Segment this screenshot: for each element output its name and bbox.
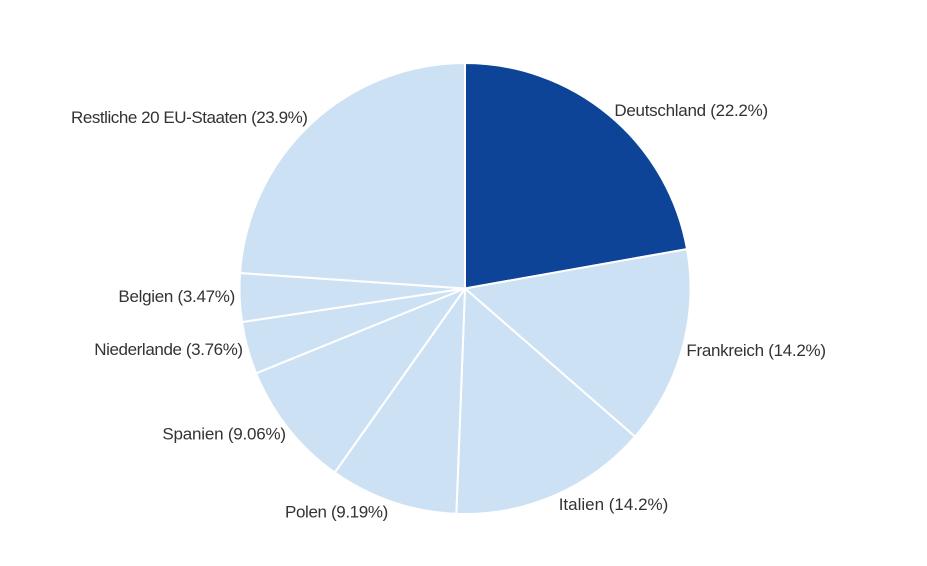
svg-text:Restliche 20 EU-Staaten (23.9%: Restliche 20 EU-Staaten (23.9%): [71, 108, 307, 127]
svg-text:Spanien (9.06%): Spanien (9.06%): [162, 425, 286, 444]
svg-text:Polen (9.19%): Polen (9.19%): [285, 503, 388, 522]
svg-text:Niederlande (3.76%): Niederlande (3.76%): [94, 340, 243, 359]
svg-text:Italien (14.2%): Italien (14.2%): [559, 495, 669, 514]
svg-text:Belgien (3.47%): Belgien (3.47%): [118, 287, 235, 306]
svg-text:Deutschland (22.2%): Deutschland (22.2%): [614, 101, 767, 120]
svg-text:Frankreich (14.2%): Frankreich (14.2%): [686, 341, 825, 360]
